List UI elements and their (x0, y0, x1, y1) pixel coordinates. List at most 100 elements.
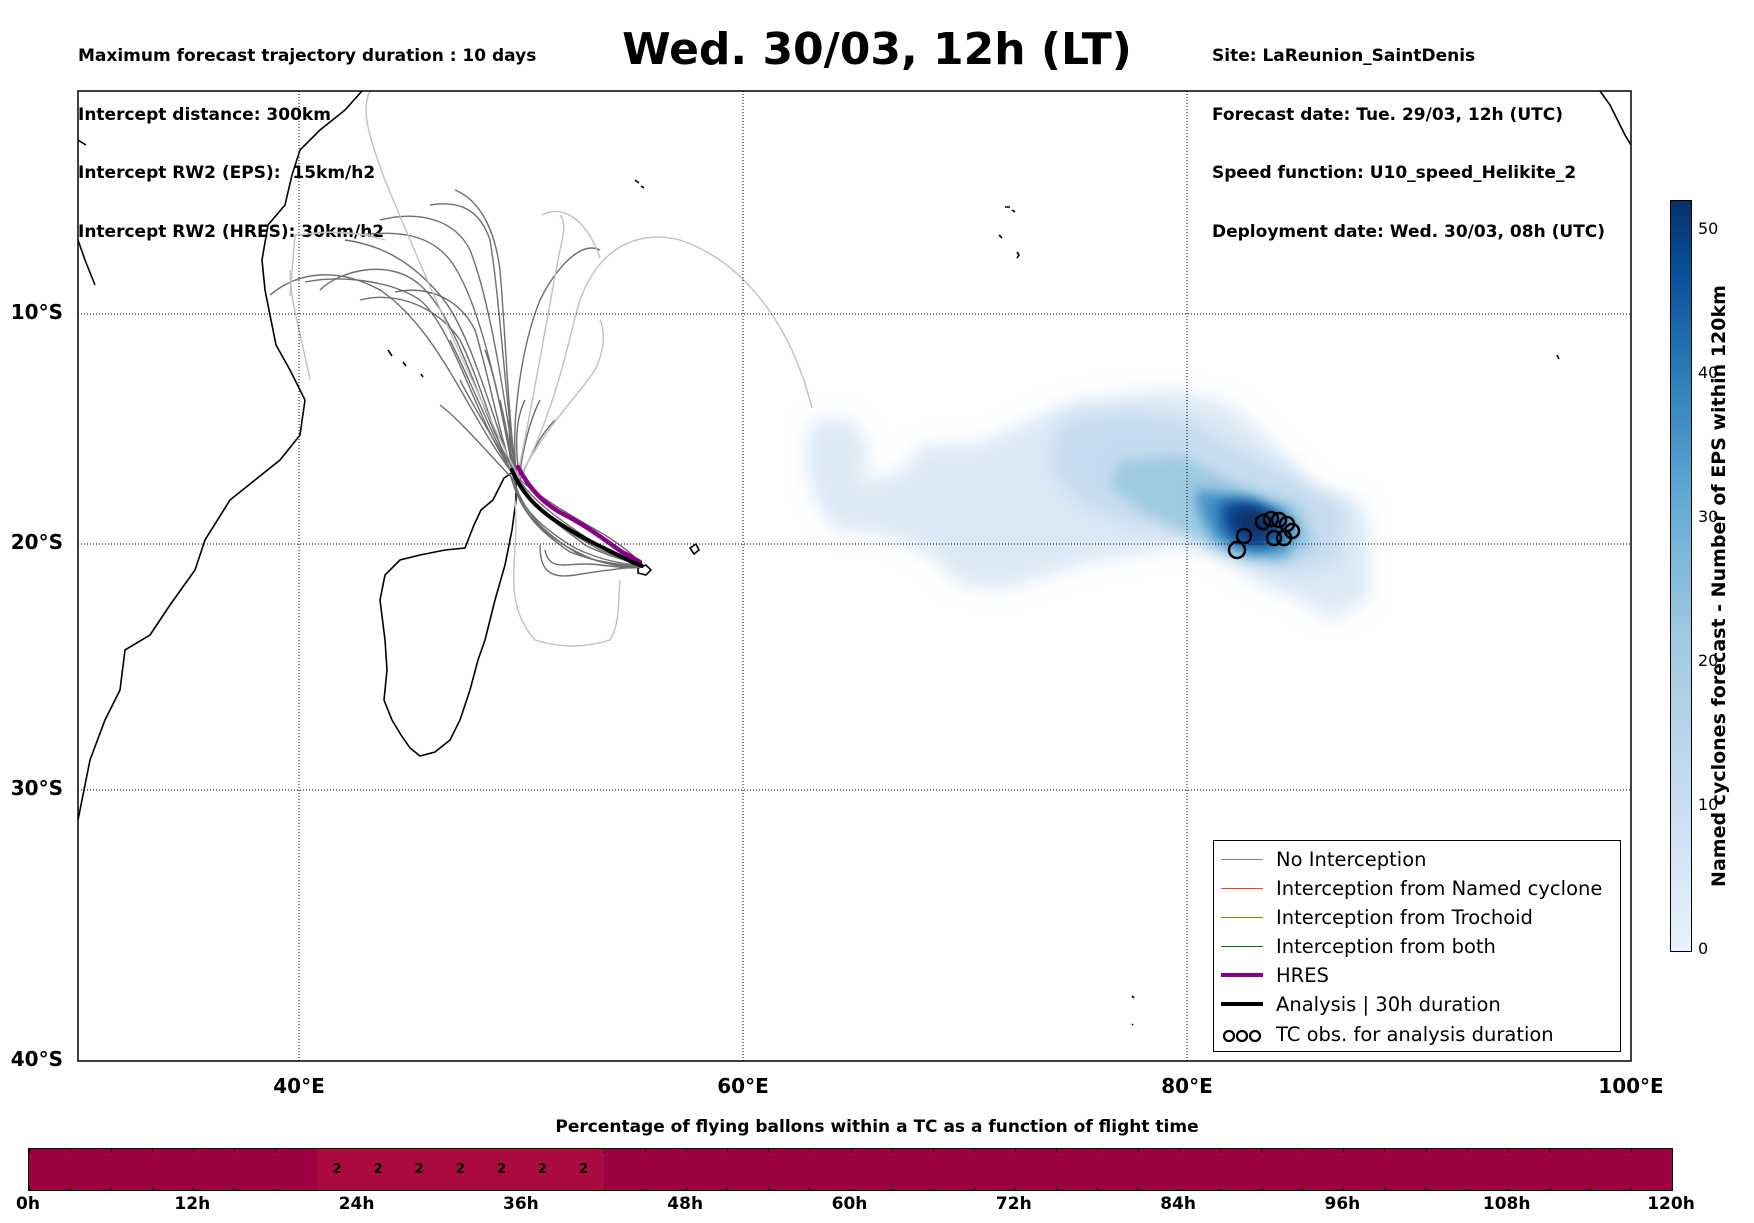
eps-density-field (805, 390, 1370, 620)
site-name: Site: LaReunion_SaintDenis (1212, 46, 1476, 66)
timeline-tick (1179, 1149, 1181, 1153)
timeline-tick (1302, 1149, 1304, 1153)
timeline-tick (932, 1149, 934, 1153)
timeline-tick (111, 1186, 113, 1190)
legend-item-analysis: Analysis | 30h duration (1214, 991, 1620, 1019)
lat-label-30s: 30°S (10, 776, 63, 800)
legend-label: Analysis | 30h duration (1276, 993, 1501, 1016)
timeline-label: 12h (174, 1194, 211, 1214)
timeline-tick (604, 1186, 606, 1190)
map-title: Wed. 30/03, 12h (LT) (622, 24, 1132, 75)
coastlines (78, 91, 1631, 1026)
lon-label-40e: 40°E (273, 1074, 325, 1098)
sumatra-coast (1599, 91, 1631, 146)
forecast-date: Forecast date: Tue. 29/03, 12h (UTC) (1212, 104, 1563, 125)
timeline-tick (234, 1149, 236, 1153)
timeline-label: 108h (1482, 1194, 1531, 1214)
legend-item-tc-obs: TC obs. for analysis duration (1214, 1021, 1620, 1049)
timeline-tick (1384, 1186, 1386, 1190)
seychelles (634, 179, 1016, 239)
timeline-tick (891, 1149, 893, 1153)
timeline-label: 36h (503, 1194, 539, 1214)
speed-function: Speed function: U10_speed_Helikite_2 (1212, 163, 1577, 183)
colorbar-tick-10: 10 (1698, 795, 1719, 814)
param-duration: Maximum forecast trajectory duration : 1… (78, 46, 537, 66)
madagascar-coast (379, 468, 517, 757)
timeline-tick (1343, 1149, 1345, 1153)
timeline-tick (1548, 1149, 1550, 1153)
timeline-tick (111, 1149, 113, 1153)
timeline-cell: 2 (316, 1149, 358, 1190)
timeline-tick (1466, 1186, 1468, 1190)
timeline-label: 96h (1324, 1194, 1361, 1214)
comoros (387, 349, 424, 378)
legend-swatch (1221, 859, 1263, 860)
timeline-tick (1466, 1149, 1468, 1153)
timeline-tick (1096, 1186, 1098, 1190)
legend-label: HRES (1276, 964, 1329, 987)
timeline-tick (604, 1149, 606, 1153)
colorbar-tick-50: 50 (1698, 219, 1719, 238)
param-rw2-eps: Intercept RW2 (EPS): 15km/h2 (78, 163, 376, 183)
timeline-tick (1138, 1186, 1140, 1190)
colorbar-tick-40: 40 (1698, 363, 1719, 382)
param-distance: Intercept distance: 300km (78, 104, 331, 125)
timeline-tick (234, 1186, 236, 1190)
timeline-tick (1014, 1186, 1016, 1190)
lat-label-20s: 20°S (10, 530, 63, 554)
timeline-tick (891, 1186, 893, 1190)
timeline-tick (1589, 1149, 1591, 1153)
timeline-tick (973, 1186, 975, 1190)
timeline-cell: 2 (480, 1149, 522, 1190)
timeline-tick (1096, 1149, 1098, 1153)
timeline-label: 120h (1647, 1194, 1695, 1214)
timeline-label: 48h (667, 1194, 704, 1214)
lon-label-100e: 100°E (1598, 1074, 1664, 1098)
deployment-date: Deployment date: Wed. 30/03, 08h (UTC) (1212, 221, 1606, 242)
legend-label: Interception from Trochoid (1276, 906, 1533, 929)
timeline-tick (768, 1186, 770, 1190)
timeline-tick (727, 1186, 729, 1190)
chagos (1016, 251, 1020, 259)
timeline-title: Percentage of flying ballons within a TC… (555, 1117, 1199, 1137)
colorbar-tick-20: 20 (1698, 651, 1719, 670)
timeline-tick (275, 1186, 277, 1190)
timeline-cell: 2 (398, 1149, 440, 1190)
timeline-tick (1055, 1186, 1057, 1190)
timeline-tick (1055, 1149, 1057, 1153)
legend-swatch (1221, 917, 1263, 918)
timeline-tick (1507, 1186, 1509, 1190)
timeline-label: 84h (1160, 1194, 1196, 1214)
timeline-tick (152, 1149, 154, 1153)
legend-item-hres: HRES (1214, 962, 1620, 990)
legend-item-trochoid: Interception from Trochoid (1214, 904, 1620, 932)
legend-item-no-interception: No Interception (1214, 846, 1620, 874)
timeline-tick (809, 1149, 811, 1153)
timeline-tick (70, 1186, 72, 1190)
lat-label-40s: 40°S (10, 1047, 63, 1071)
eps-trajectories-light (289, 91, 813, 647)
amsterdam (1131, 995, 1135, 1026)
timeline-tick (193, 1149, 195, 1153)
timeline-tick (1425, 1186, 1427, 1190)
eps-trajectories (269, 189, 643, 577)
timeline-cell: 2 (521, 1149, 563, 1190)
timeline-tick (809, 1186, 811, 1190)
colorbar (1670, 200, 1692, 952)
colorbar-tick-0: 0 (1698, 939, 1709, 958)
legend-swatch (1221, 888, 1263, 889)
africa-coast (78, 91, 363, 821)
colorbar-tick-30: 30 (1698, 507, 1719, 526)
timeline-tick (29, 1149, 30, 1153)
tc-obs-circles-icon (1222, 1029, 1262, 1043)
lat-label-10s: 10°S (10, 300, 63, 324)
timeline-tick (850, 1186, 852, 1190)
legend-label: Interception from both (1276, 935, 1496, 958)
param-rw2-hres: Intercept RW2 (HRES): 30km/h2 (78, 221, 385, 242)
timeline-tick (1138, 1149, 1140, 1153)
legend-swatch (1221, 1002, 1263, 1006)
timeline-tick (1014, 1149, 1016, 1153)
timeline-tick (686, 1186, 688, 1190)
timeline-tick (768, 1149, 770, 1153)
